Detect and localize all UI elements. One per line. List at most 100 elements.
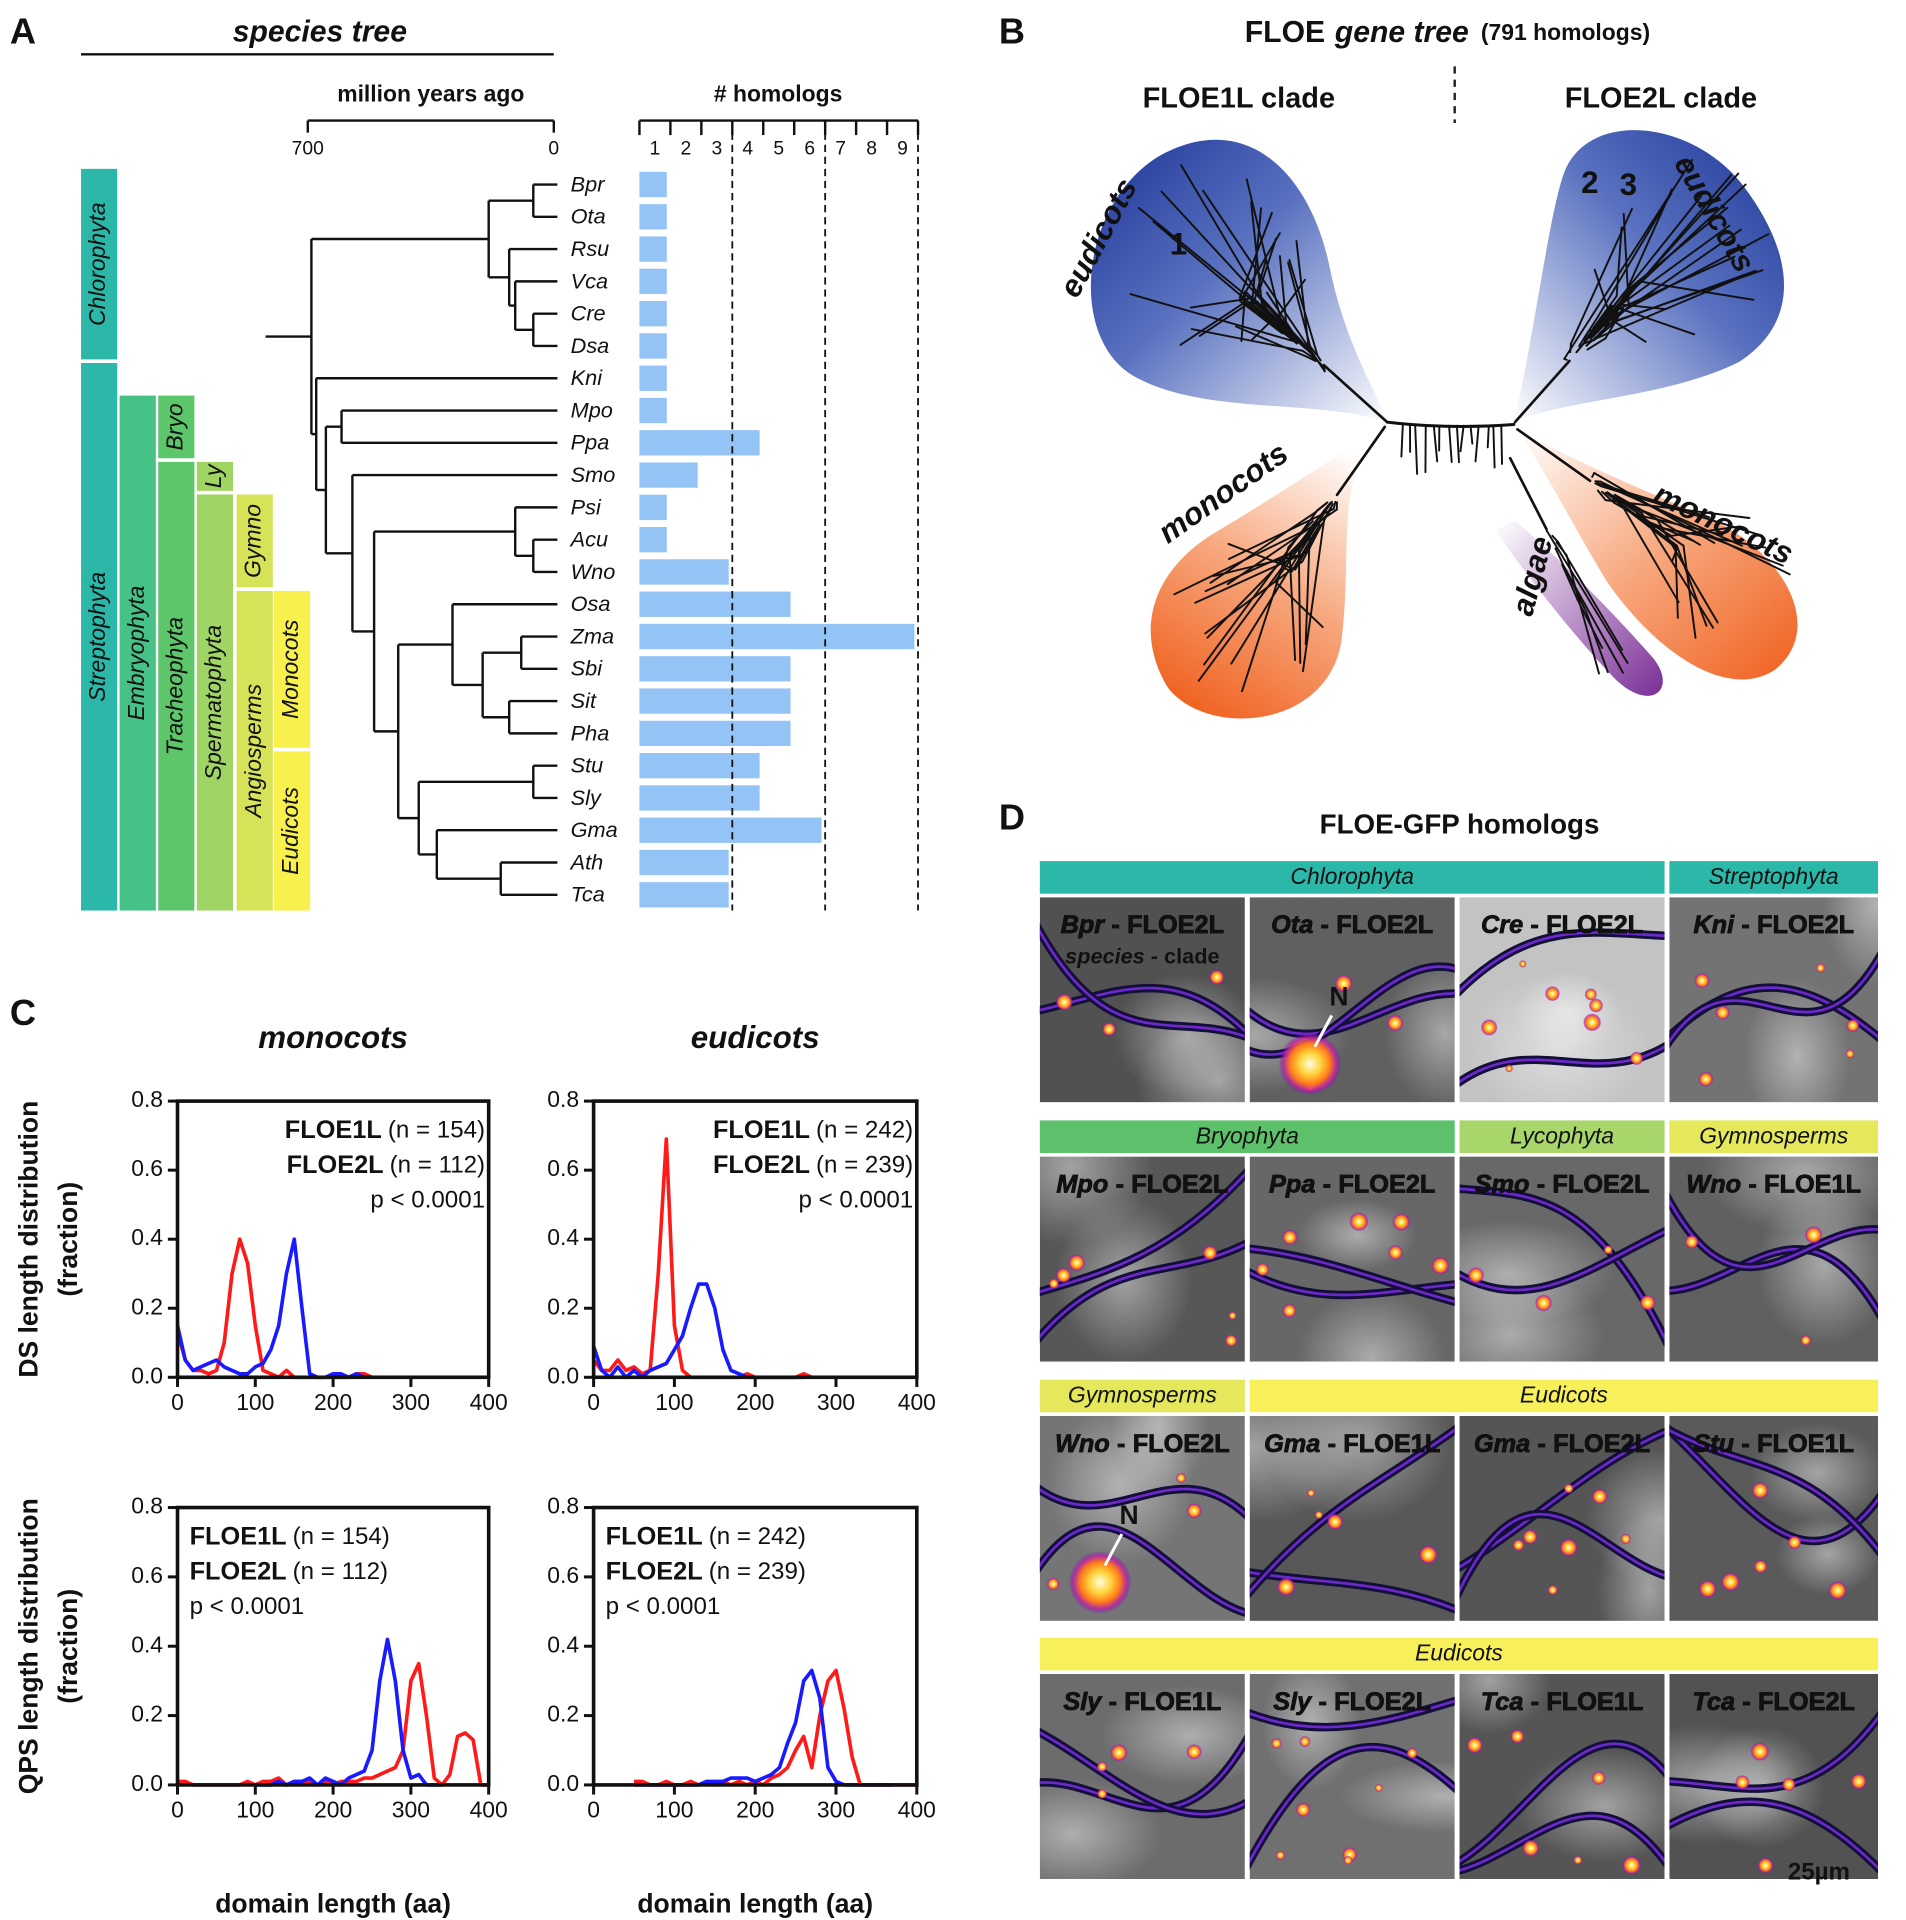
tree-branch — [1610, 233, 1770, 318]
tree-branch — [1469, 424, 1474, 445]
species-tree — [265, 183, 558, 897]
bar — [639, 171, 667, 198]
signal-dot — [1466, 1736, 1483, 1754]
species-label: Wno — [571, 559, 616, 584]
tree-branch — [1252, 258, 1267, 306]
cell-wall-signal — [1249, 1247, 1455, 1304]
haze — [1459, 1673, 1551, 1734]
signal-dot — [1055, 993, 1073, 1011]
x-tick-label: 6 — [804, 139, 815, 160]
tree-branch — [1312, 357, 1320, 363]
signal-dot — [1374, 1783, 1383, 1792]
separator: - — [1109, 1688, 1117, 1716]
tree-branch — [1615, 488, 1711, 519]
tree-branch — [1624, 206, 1729, 294]
cell-wall-signal — [1039, 928, 1245, 1038]
signal-dot — [1282, 1229, 1298, 1246]
nucleus-label: N — [1329, 982, 1348, 1012]
signal-dot — [1583, 1013, 1602, 1032]
haze — [1823, 897, 1879, 986]
x-axis-label: domain length (aa) — [637, 1889, 873, 1919]
clade-label: Chlorophyta — [84, 202, 110, 326]
signal-dot — [1563, 1483, 1574, 1494]
tree-branch — [1179, 301, 1246, 346]
separator: - — [1537, 1170, 1545, 1198]
signal-dot — [1307, 1489, 1316, 1498]
y-axis-label: QPS length distribution — [13, 1498, 43, 1794]
cell-wall-signal — [1459, 1187, 1665, 1342]
species: Bpr — [1061, 911, 1106, 939]
clade-bar — [236, 590, 273, 911]
p-value: p < 0.0001 — [370, 1187, 485, 1214]
bar — [639, 623, 915, 650]
cell-wall-signal — [1249, 965, 1455, 1056]
signal-dot — [1535, 1294, 1553, 1312]
x-tick-label: 200 — [736, 1797, 774, 1823]
signal-dot — [1845, 1049, 1855, 1059]
tree-branch — [1598, 291, 1631, 328]
group-header-label: Eudicots — [1520, 1382, 1608, 1408]
signal-dot — [1175, 1472, 1187, 1484]
clade-label: FLOE1L clade — [1143, 83, 1335, 115]
cell-label: Stu - FLOE1L — [1693, 1430, 1854, 1458]
micrograph — [1039, 1673, 1245, 1879]
tree-branch — [1212, 553, 1304, 577]
separator: - — [1323, 1170, 1331, 1198]
species: Stu — [1693, 1430, 1734, 1458]
clade-label: FLOE2L clade — [1565, 83, 1757, 115]
signal-dot — [1276, 1577, 1296, 1597]
species-label: Vca — [571, 268, 608, 293]
x-tick-label: 100 — [236, 1797, 274, 1823]
tree-branch — [1297, 549, 1302, 664]
legend-name: FLOE2L — [713, 1151, 810, 1179]
clade: FLOE1L — [1757, 1430, 1854, 1458]
clade-bar — [119, 395, 156, 911]
x-tick-label: 300 — [392, 1389, 430, 1415]
x-tick-label: 0 — [171, 1797, 184, 1823]
species: Sly — [1273, 1688, 1313, 1716]
clade: FLOE2L — [1131, 1170, 1228, 1198]
signal-dot — [1406, 1747, 1418, 1759]
tree-branch — [1635, 512, 1685, 547]
tree-branch — [1257, 293, 1293, 331]
x-tick-label: 9 — [897, 139, 908, 160]
legend-count: (n = 239) — [816, 1152, 913, 1179]
nucleus-label: N — [1120, 1500, 1139, 1530]
tree-branch — [1295, 239, 1310, 345]
chart-title: monocots — [258, 1020, 408, 1055]
tree-branch — [1545, 529, 1629, 664]
signal-dot — [1186, 1743, 1202, 1760]
note-species: species — [1065, 943, 1145, 968]
y-axis-label: DS length distribution — [13, 1101, 43, 1378]
clade: FLOE2L — [1336, 911, 1433, 939]
haze — [1249, 1415, 1359, 1524]
signal-dot — [1559, 1538, 1578, 1557]
bar — [639, 365, 667, 391]
tree-branch — [1301, 519, 1325, 673]
y-tick-label: 0.6 — [547, 1155, 579, 1181]
legend-name: FLOE2L — [287, 1151, 384, 1179]
tree-branch — [1582, 315, 1600, 340]
cell-wall-signal — [1039, 1731, 1245, 1816]
tree-branch — [1640, 512, 1715, 629]
signal-dot — [1343, 1855, 1353, 1865]
tree-branch — [1448, 424, 1453, 463]
clade-label: Eudicots — [277, 787, 303, 875]
y-tick-label: 0.0 — [131, 1362, 163, 1388]
tree-branch — [1294, 521, 1318, 552]
clade-label: Angiosperms — [240, 684, 266, 820]
clade: FLOE1L — [1764, 1170, 1861, 1198]
clade-bar — [196, 494, 233, 911]
cell-wall-signal — [1249, 1271, 1455, 1297]
signal-dot — [1629, 1051, 1644, 1066]
haze — [1297, 1290, 1446, 1362]
tree-branch — [1613, 493, 1641, 510]
group-header — [1459, 1120, 1665, 1153]
species-tree-title: species tree — [233, 16, 407, 49]
tree-branch — [1152, 220, 1270, 321]
data-line — [591, 1282, 804, 1380]
x-tick-label: 1 — [650, 139, 661, 160]
cell-wall-signal — [1039, 1739, 1245, 1810]
clade: FLOE1L — [1124, 1688, 1221, 1716]
separator: - — [1328, 1430, 1336, 1458]
